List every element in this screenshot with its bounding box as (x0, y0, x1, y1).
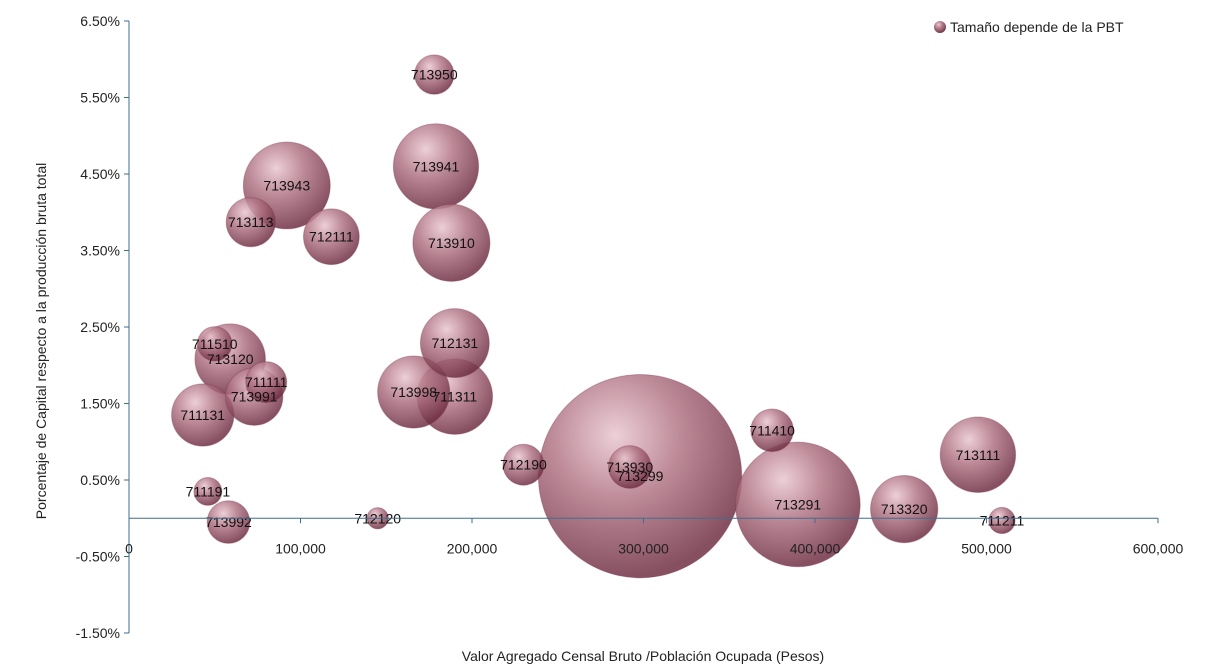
x-tick-label: 600,000 (1133, 540, 1184, 556)
bubble-713910 (412, 203, 491, 282)
x-tick-label: 500,000 (961, 540, 1012, 556)
y-tick-label: -0.50% (76, 549, 120, 565)
bubble-713950 (414, 54, 455, 95)
x-tick-label: 100,000 (275, 540, 326, 556)
bubble-label-713998: 713998 (390, 384, 437, 400)
bubble-712190 (502, 443, 545, 486)
bubble-711410 (750, 408, 794, 453)
y-tick-label: 2.50% (80, 319, 120, 335)
y-tick-label: 4.50% (80, 166, 120, 182)
bubble-series (171, 54, 1017, 579)
bubble-label-713120: 713120 (207, 351, 254, 367)
bubble-713320 (870, 474, 939, 544)
bubble-711191 (193, 477, 223, 506)
x-tick-label: 300,000 (618, 540, 669, 556)
bubble-label-711191: 711191 (186, 483, 231, 499)
y-tick-label: -1.50% (76, 625, 120, 641)
bubble-label-713950: 713950 (411, 67, 458, 83)
x-tick-label: 0 (125, 540, 133, 556)
bubble-label-712111: 712111 (309, 229, 354, 245)
bubble-711111 (245, 361, 288, 404)
bubble-711211 (988, 506, 1016, 535)
y-axis-title: Porcentaje de Capital respecto a la prod… (33, 163, 49, 519)
axes: 6.50% 5.50% 4.50% 3.50% 2.50% 1.50% 0.50% -0.50… (76, 13, 1184, 641)
bubble-label-713930: 713930 (606, 459, 653, 475)
x-tick-label: 200,000 (447, 540, 498, 556)
bubble-label-713113: 713113 (228, 214, 274, 230)
bubble-label-713910: 713910 (428, 235, 475, 251)
bubble-712111 (302, 208, 360, 266)
bubble-711510 (197, 326, 233, 362)
y-tick-label: 3.50% (80, 243, 120, 259)
bubble-713113 (225, 197, 276, 248)
bubble-label-711211: 711211 (980, 513, 1025, 529)
y-tick-label: 6.50% (80, 13, 120, 29)
bubble-label-713291: 713291 (774, 496, 821, 512)
y-tick-label: 0.50% (80, 472, 120, 488)
bubble-713998 (377, 355, 451, 429)
bubble-712131 (419, 308, 490, 379)
bubble-label-712190: 712190 (500, 457, 547, 473)
bubble-label-713943: 713943 (263, 177, 310, 193)
bubble-713111 (939, 416, 1017, 493)
bubble-label-712131: 712131 (431, 335, 478, 351)
bubble-labels: 713950 713941 713943 713113 712111 713910 7121… (180, 67, 1024, 531)
bubble-713930 (607, 445, 652, 489)
bubble-label-713991: 713991 (231, 389, 278, 405)
bubble-label-713299: 713299 (617, 468, 664, 484)
x-axis-title: Valor Agregado Censal Bruto /Población O… (462, 648, 824, 664)
bubble-label-711111: 711111 (245, 374, 288, 390)
bubble-label-711131: 711131 (180, 407, 225, 423)
y-tick-label: 5.50% (80, 90, 120, 106)
legend-label: Tamaño depende de la PBT (950, 19, 1124, 35)
bubble-label-711410: 711410 (749, 422, 795, 438)
bubble-label-713941: 713941 (413, 158, 460, 174)
bubble-label-711510: 711510 (192, 336, 238, 352)
legend-marker (934, 21, 946, 33)
bubble-713291 (735, 441, 861, 568)
y-tick-label: 1.50% (80, 396, 120, 412)
bubble-713992 (206, 500, 251, 544)
legend: Tamaño depende de la PBT (934, 19, 1124, 35)
bubble-label-713320: 713320 (881, 501, 928, 517)
bubble-label-713111: 713111 (956, 447, 1001, 463)
bubble-label-711311: 711311 (433, 389, 478, 405)
x-tick-label: 400,000 (790, 540, 841, 556)
bubble-label-713992: 713992 (205, 514, 252, 530)
